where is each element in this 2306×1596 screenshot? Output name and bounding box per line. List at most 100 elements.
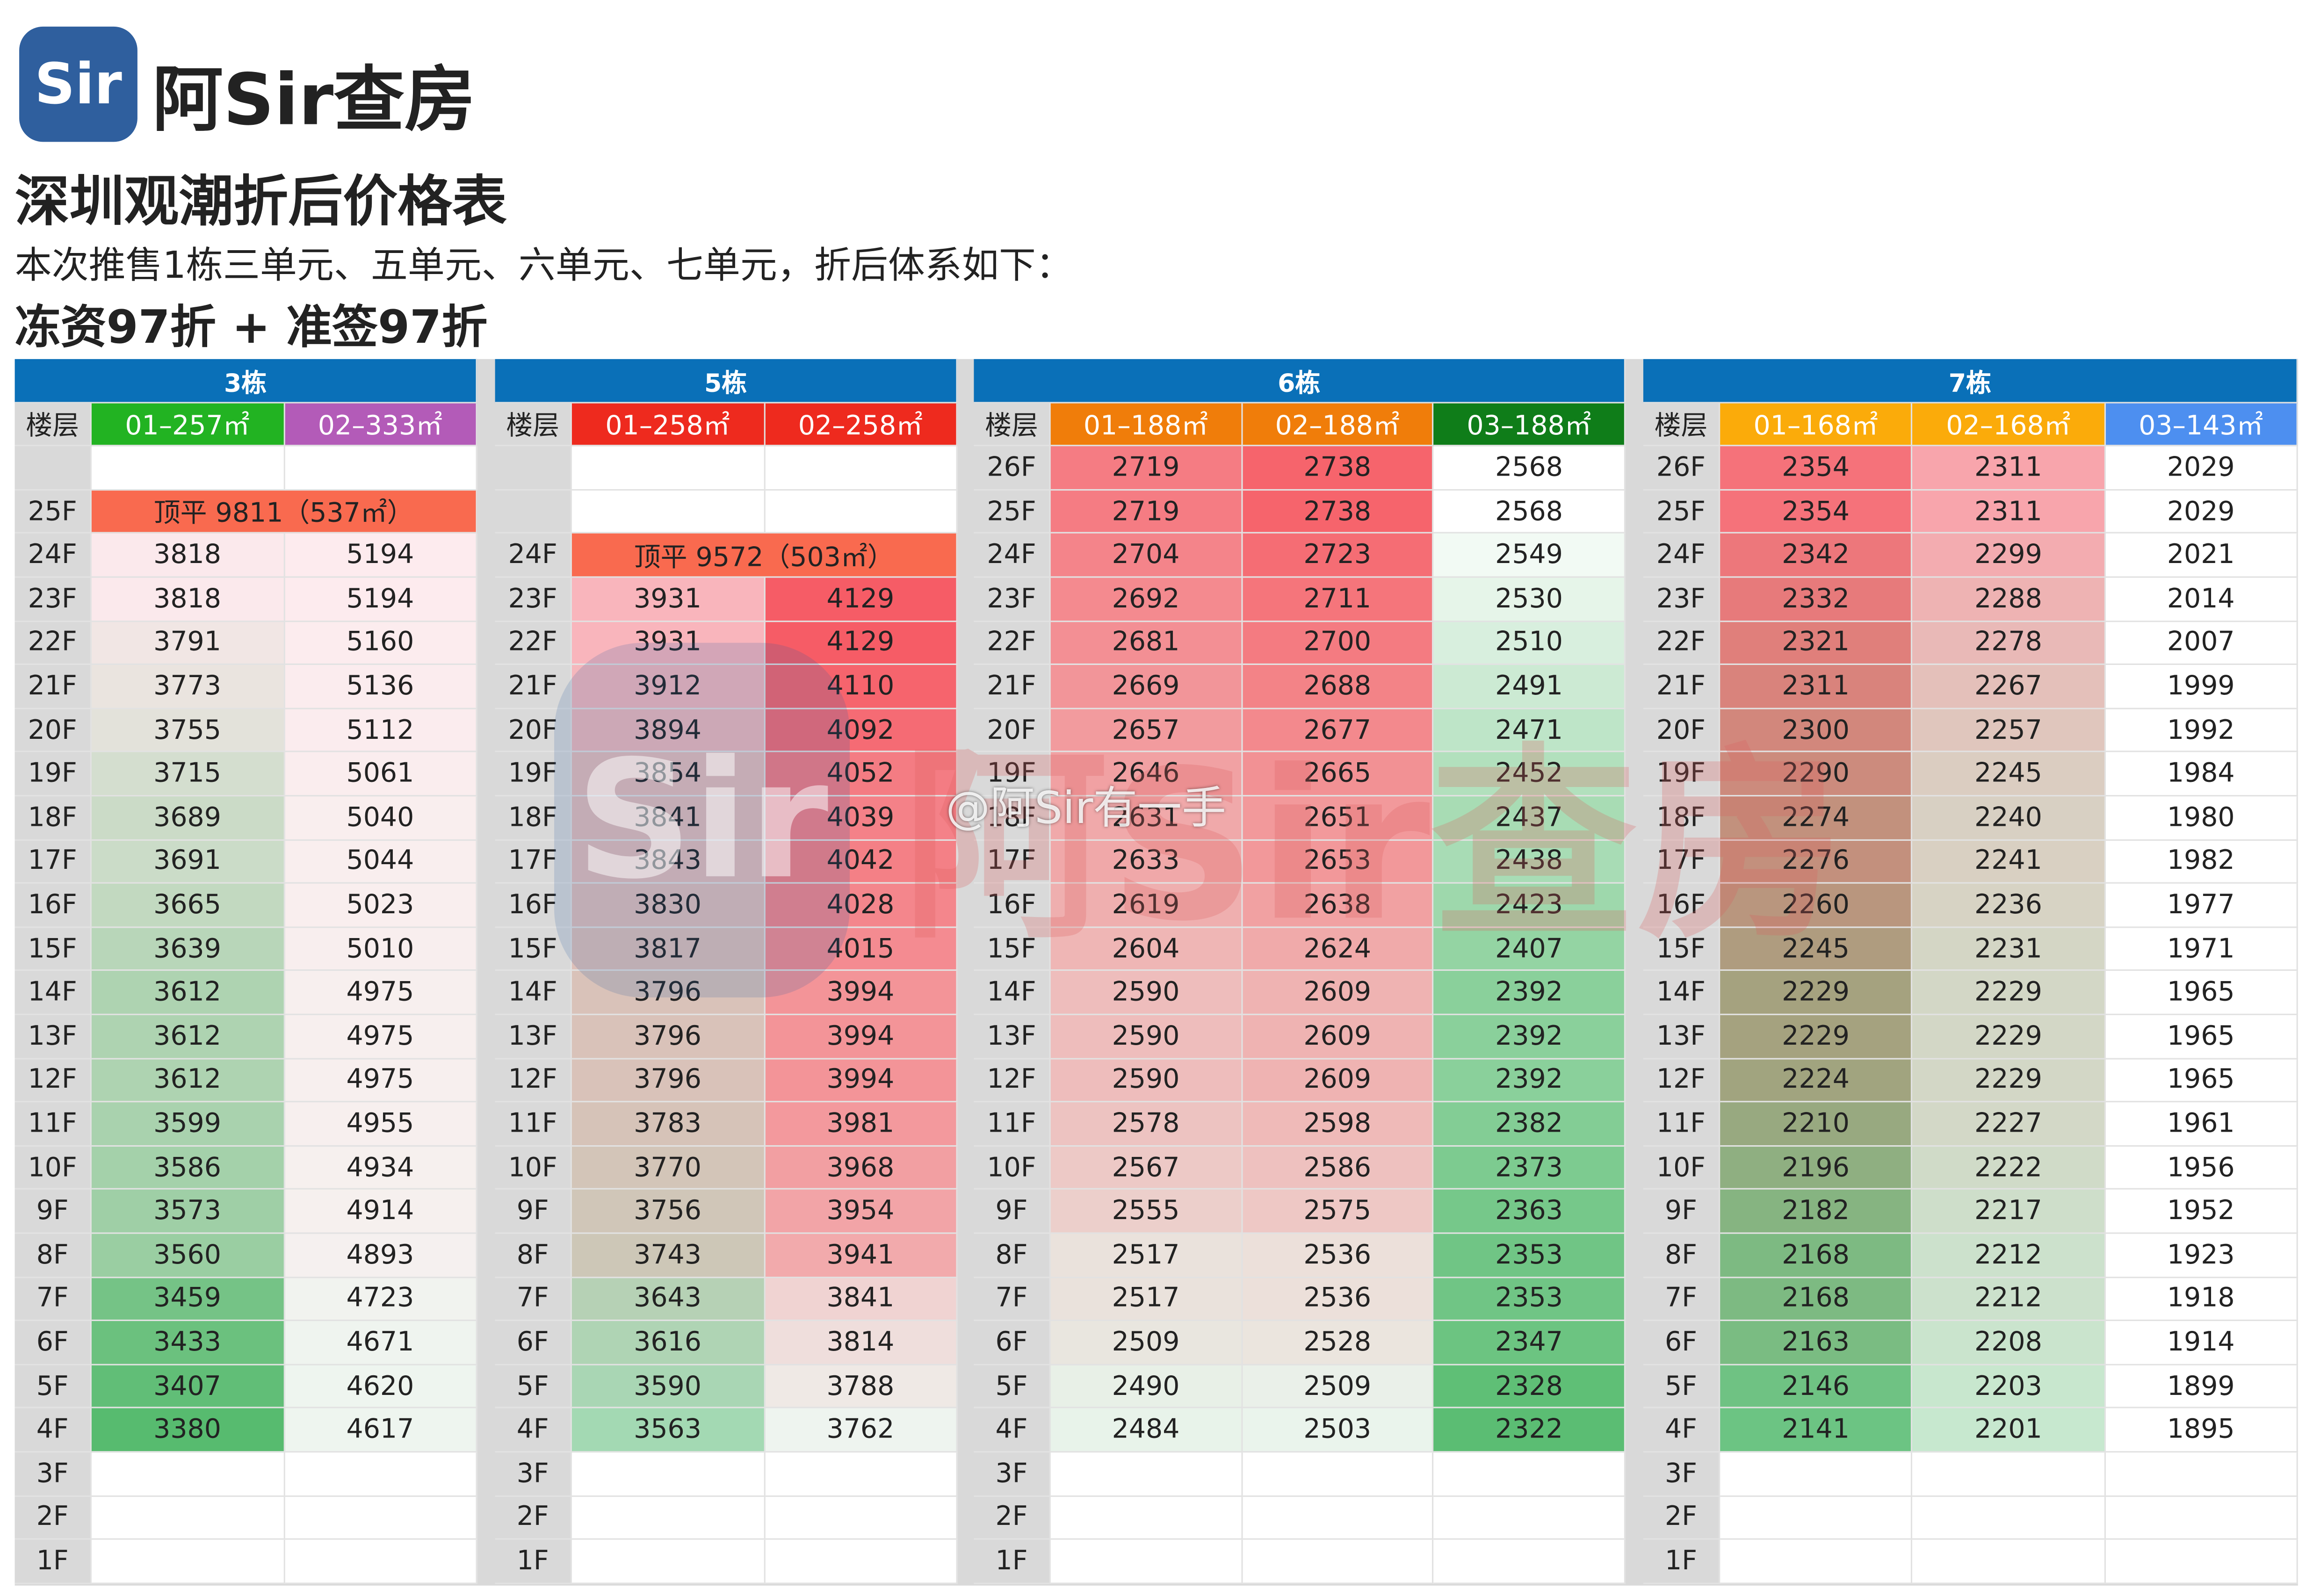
price-cell <box>284 1496 477 1540</box>
price-cell: 3854 <box>571 752 765 797</box>
price-cell: 2568 <box>1434 446 1626 491</box>
floor-cell: 20F <box>974 709 1051 753</box>
price-cell <box>1720 1452 1913 1496</box>
floor-cell: 16F <box>14 884 92 928</box>
price-cell: 2509 <box>1050 1321 1243 1365</box>
price-cell <box>765 1452 958 1496</box>
price-cell: 2007 <box>2105 621 2298 665</box>
price-cell: 1956 <box>2105 1146 2298 1191</box>
price-cell: 3665 <box>91 884 285 928</box>
price-cell: 4039 <box>765 796 958 840</box>
floor-cell: 12F <box>974 1059 1051 1103</box>
price-cell: 2332 <box>1720 578 1913 622</box>
price-cell: 2653 <box>1242 840 1434 884</box>
floor-cell: 4F <box>974 1408 1051 1453</box>
price-cell: 3590 <box>571 1365 765 1409</box>
price-cell: 3612 <box>91 971 285 1015</box>
floor-cell: 8F <box>14 1234 92 1278</box>
floor-cell: 19F <box>495 752 572 797</box>
price-cell: 2681 <box>1050 621 1243 665</box>
floor-cell: 25F <box>974 490 1051 534</box>
price-cell <box>571 490 765 534</box>
price-cell <box>1913 1496 2105 1540</box>
price-cell: 2517 <box>1050 1234 1243 1278</box>
price-cell: 4110 <box>765 665 958 709</box>
floor-cell: 18F <box>495 796 572 840</box>
price-cell: 4028 <box>765 884 958 928</box>
price-cell: 3841 <box>571 796 765 840</box>
price-cell: 3968 <box>765 1146 958 1191</box>
floor-cell: 23F <box>495 578 572 622</box>
floor-cell <box>14 446 92 491</box>
price-cell <box>91 1496 285 1540</box>
price-cell: 2491 <box>1434 665 1626 709</box>
price-cell: 2276 <box>1720 840 1913 884</box>
price-cell: 1961 <box>2105 1102 2298 1147</box>
price-cell: 4671 <box>284 1321 477 1365</box>
floor-header: 楼层 <box>14 403 92 447</box>
price-cell: 1980 <box>2105 796 2298 840</box>
floor-cell: 14F <box>1643 971 1720 1015</box>
price-cell: 2437 <box>1434 796 1626 840</box>
floor-cell: 16F <box>974 884 1051 928</box>
floor-cell: 8F <box>974 1234 1051 1278</box>
price-cell <box>284 1452 477 1496</box>
column-header: 02–188㎡ <box>1242 403 1434 447</box>
price-cell: 2217 <box>1913 1190 2105 1234</box>
floor-cell: 24F <box>14 534 92 578</box>
floor-cell: 2F <box>1643 1496 1720 1540</box>
price-cell: 3796 <box>571 971 765 1015</box>
floor-cell: 21F <box>14 665 92 709</box>
price-cell: 2452 <box>1434 752 1626 797</box>
floor-cell: 22F <box>974 621 1051 665</box>
price-cell: 2536 <box>1242 1278 1434 1322</box>
price-cell: 4617 <box>284 1408 477 1453</box>
price-cell <box>284 1540 477 1584</box>
price-cell: 3599 <box>91 1102 285 1147</box>
price-cell: 3560 <box>91 1234 285 1278</box>
price-cell <box>1242 1540 1434 1584</box>
floor-cell: 15F <box>495 927 572 972</box>
floor-cell: 6F <box>974 1321 1051 1365</box>
price-cell: 1982 <box>2105 840 2298 884</box>
floor-cell: 22F <box>495 621 572 665</box>
floor-cell: 16F <box>1643 884 1720 928</box>
floor-cell <box>495 446 572 491</box>
price-cell: 3796 <box>571 1059 765 1103</box>
floor-cell: 6F <box>495 1321 572 1365</box>
price-cell <box>1434 1452 1626 1496</box>
floor-cell: 14F <box>974 971 1051 1015</box>
price-cell: 3894 <box>571 709 765 753</box>
building-header: 3栋 <box>14 359 477 403</box>
floor-cell: 17F <box>974 840 1051 884</box>
price-cell: 4975 <box>284 1059 477 1103</box>
floor-cell: 10F <box>495 1146 572 1191</box>
price-cell: 2575 <box>1242 1190 1434 1234</box>
price-cell: 3689 <box>91 796 285 840</box>
price-cell: 2549 <box>1434 534 1626 578</box>
price-cell: 2719 <box>1050 490 1243 534</box>
watermark-logo-text: Sir <box>575 725 829 915</box>
price-cell: 2299 <box>1913 534 2105 578</box>
price-cell: 3773 <box>91 665 285 709</box>
price-cell <box>2105 1540 2298 1584</box>
price-cell: 5194 <box>284 534 477 578</box>
floor-cell: 19F <box>1643 752 1720 797</box>
price-cell: 2528 <box>1242 1321 1434 1365</box>
floor-cell: 11F <box>495 1102 572 1147</box>
floor-cell: 9F <box>14 1190 92 1234</box>
price-cell: 2029 <box>2105 490 2298 534</box>
price-cell: 2245 <box>1913 752 2105 797</box>
title: 深圳观潮折后价格表 <box>14 170 507 234</box>
price-cell: 1895 <box>2105 1408 2298 1453</box>
price-cell: 2633 <box>1050 840 1243 884</box>
floor-cell: 17F <box>14 840 92 884</box>
floor-cell: 9F <box>1643 1190 1720 1234</box>
price-cell <box>765 1540 958 1584</box>
price-cell: 2288 <box>1913 578 2105 622</box>
price-cell: 2210 <box>1720 1102 1913 1147</box>
floor-cell: 5F <box>1643 1365 1720 1409</box>
floor-cell: 13F <box>495 1015 572 1059</box>
price-cell: 4015 <box>765 927 958 972</box>
price-cell: 3612 <box>91 1015 285 1059</box>
